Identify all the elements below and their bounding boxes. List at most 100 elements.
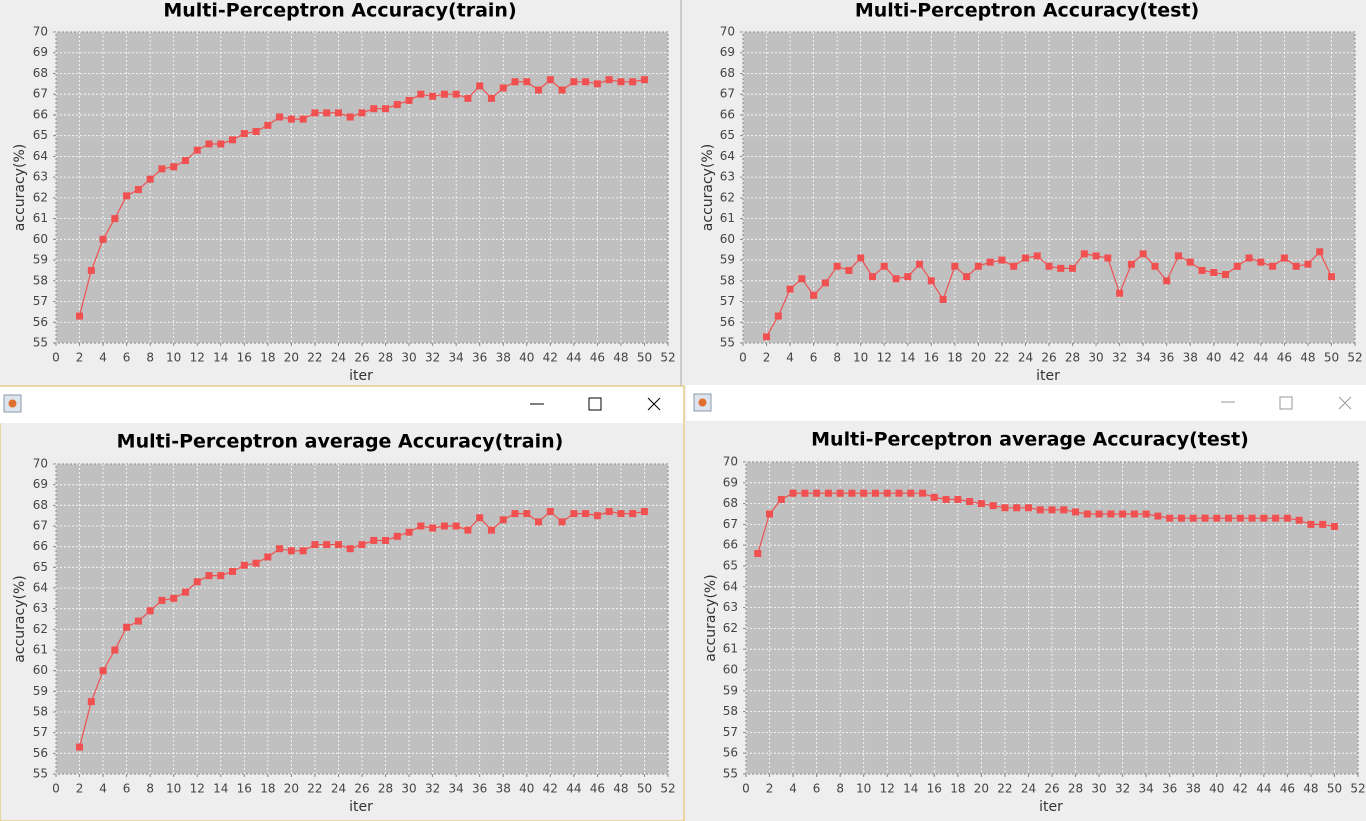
x-tick-label: 46 — [590, 782, 605, 796]
data-point — [205, 140, 213, 148]
y-tick-label: 67 — [33, 87, 48, 101]
data-point — [1327, 273, 1335, 281]
data-point — [382, 536, 390, 544]
x-tick-label: 8 — [146, 782, 154, 796]
data-point — [558, 86, 566, 94]
data-point — [954, 495, 962, 503]
data-point — [810, 291, 818, 299]
y-tick-label: 60 — [723, 663, 738, 677]
x-tick-label: 8 — [146, 351, 154, 365]
x-tick-label: 30 — [401, 351, 416, 365]
data-point — [1116, 289, 1124, 297]
y-tick-label: 66 — [33, 539, 48, 553]
x-tick-label: 28 — [1068, 782, 1083, 796]
x-tick-label: 52 — [660, 351, 675, 365]
data-point — [464, 94, 472, 102]
x-tick-label: 48 — [613, 782, 628, 796]
data-point — [593, 512, 601, 520]
x-tick-label: 50 — [637, 782, 652, 796]
y-tick-label: 63 — [33, 601, 48, 615]
data-point — [193, 578, 201, 586]
x-tick-label: 50 — [1327, 782, 1342, 796]
x-tick-label: 34 — [1139, 782, 1154, 796]
x-tick-label: 26 — [354, 782, 369, 796]
x-tick-label: 18 — [947, 351, 962, 365]
data-point — [1045, 262, 1053, 270]
data-point — [1021, 254, 1029, 262]
x-tick-label: 42 — [543, 782, 558, 796]
data-point — [836, 489, 844, 497]
maximize-button[interactable] — [1279, 396, 1293, 410]
close-button[interactable] — [647, 397, 661, 411]
y-tick-label: 62 — [33, 190, 48, 204]
x-tick-label: 16 — [924, 351, 939, 365]
data-point — [205, 572, 213, 580]
data-point — [1233, 262, 1241, 270]
data-point — [264, 553, 272, 561]
data-point — [323, 109, 331, 117]
data-point — [640, 508, 648, 516]
data-point — [1142, 510, 1150, 518]
x-tick-label: 40 — [519, 351, 534, 365]
x-tick-label: 4 — [789, 782, 797, 796]
y-tick-label: 56 — [33, 746, 48, 760]
chart-title: Multi-Perceptron Accuracy(test) — [855, 0, 1199, 22]
data-point — [1130, 510, 1138, 518]
data-point — [511, 510, 519, 518]
data-point — [276, 545, 284, 553]
maximize-button[interactable] — [588, 397, 602, 411]
x-tick-label: 48 — [613, 351, 628, 365]
data-point — [299, 547, 307, 555]
y-tick-label: 60 — [33, 232, 48, 246]
data-point — [1304, 260, 1312, 268]
x-tick-label: 38 — [1186, 782, 1201, 796]
data-point — [966, 498, 974, 506]
x-tick-label: 52 — [1350, 782, 1365, 796]
data-point — [334, 109, 342, 117]
data-point — [1033, 252, 1041, 260]
y-tick-label: 57 — [33, 725, 48, 739]
chart-title: Multi-Perceptron average Accuracy(test) — [811, 429, 1249, 451]
data-point — [786, 285, 794, 293]
data-point — [452, 90, 460, 98]
data-point — [146, 175, 154, 183]
data-point — [942, 495, 950, 503]
data-point — [1013, 504, 1021, 512]
x-tick-label: 6 — [123, 782, 131, 796]
data-point — [1186, 258, 1194, 266]
data-point — [158, 596, 166, 604]
y-tick-label: 68 — [720, 66, 735, 80]
data-point — [252, 559, 260, 567]
data-point — [904, 273, 912, 281]
x-tick-label: 8 — [833, 351, 841, 365]
x-tick-label: 48 — [1300, 351, 1315, 365]
x-tick-label: 36 — [1162, 782, 1177, 796]
y-tick-label: 65 — [720, 128, 735, 142]
data-point — [181, 157, 189, 165]
y-tick-label: 68 — [33, 498, 48, 512]
y-tick-label: 68 — [723, 496, 738, 510]
x-tick-label: 12 — [190, 351, 205, 365]
data-point — [880, 262, 888, 270]
x-tick-label: 20 — [974, 782, 989, 796]
y-tick-label: 56 — [33, 315, 48, 329]
x-tick-label: 20 — [284, 351, 299, 365]
data-point — [346, 113, 354, 121]
x-tick-label: 52 — [1347, 351, 1362, 365]
x-tick-label: 48 — [1303, 782, 1318, 796]
close-button[interactable] — [1338, 396, 1352, 410]
y-tick-label: 55 — [33, 767, 48, 781]
x-tick-label: 26 — [1041, 351, 1056, 365]
y-tick-label: 66 — [33, 107, 48, 121]
x-tick-label: 24 — [1021, 782, 1036, 796]
y-tick-label: 70 — [720, 25, 735, 39]
x-tick-label: 0 — [742, 782, 750, 796]
y-tick-label: 62 — [723, 621, 738, 635]
data-point — [763, 333, 771, 341]
data-point — [1072, 508, 1080, 516]
x-tick-label: 26 — [1044, 782, 1059, 796]
data-point — [1154, 512, 1162, 520]
data-point — [287, 547, 295, 555]
data-point — [546, 76, 554, 84]
x-tick-label: 0 — [52, 351, 60, 365]
